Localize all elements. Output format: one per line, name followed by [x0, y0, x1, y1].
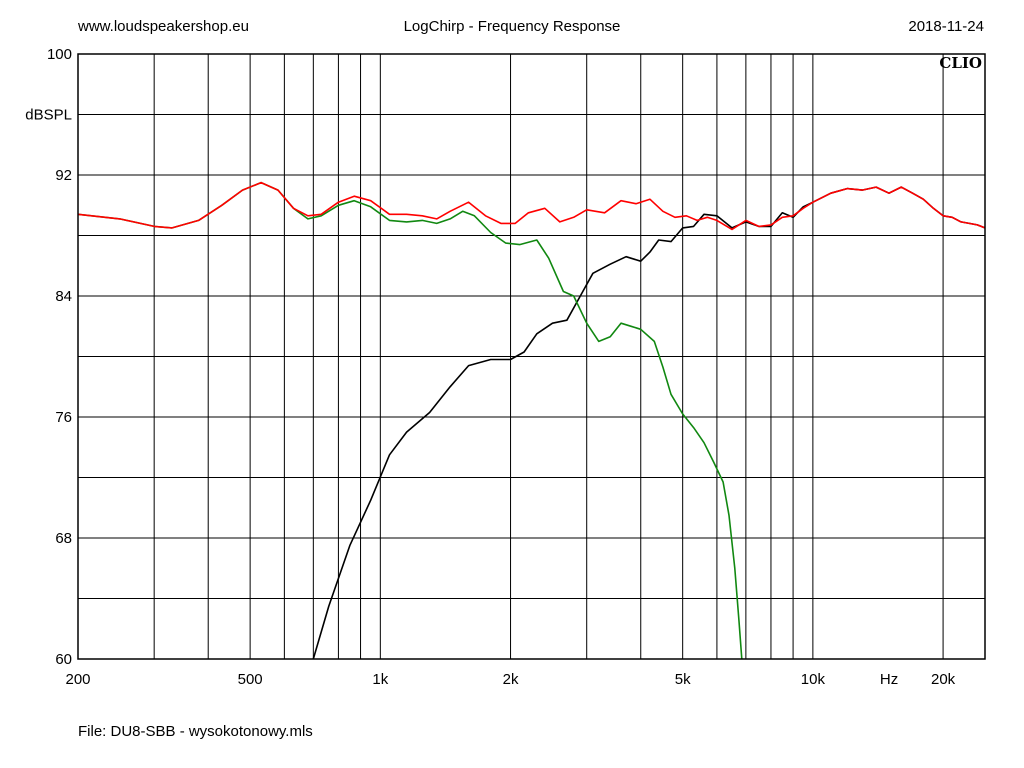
axis-labels: 60 68 76 84 92 100 200 500 1k 2k 5k 10k 20k dBSPL Hz CL… — [25, 46, 982, 688]
file-label: File: DU8-SBB - wysokotonowy.mls — [78, 723, 313, 740]
x-tick-label: 200 — [65, 671, 90, 688]
series-line-3 — [77, 181, 986, 231]
plot-frame — [77, 53, 986, 660]
x-tick-label: 10k — [801, 671, 826, 688]
grid — [77, 53, 985, 660]
x-unit-label: Hz — [880, 671, 898, 688]
chart-date: 2018-11-24 — [908, 18, 984, 35]
x-tick-label: 20k — [931, 671, 956, 688]
y-tick-label: 100 — [47, 46, 72, 63]
x-tick-label: 2k — [503, 671, 519, 688]
y-tick-label: 76 — [55, 409, 72, 426]
y-tick-label: 60 — [55, 651, 72, 668]
chart-title: LogChirp - Frequency Response — [403, 18, 621, 35]
y-tick-label: 92 — [55, 167, 72, 184]
y-tick-label: 84 — [55, 288, 72, 305]
series-line-2 — [77, 181, 743, 660]
clio-brand: CLIO — [939, 54, 982, 72]
x-tick-label: 5k — [675, 671, 691, 688]
site-url: www.loudspeakershop.eu — [78, 18, 249, 35]
series-layer — [77, 181, 986, 660]
series-line-1 — [312, 186, 986, 660]
y-tick-label: 68 — [55, 530, 72, 547]
y-axis-label: dBSPL — [25, 107, 72, 124]
x-tick-label: 500 — [238, 671, 263, 688]
x-tick-label: 1k — [372, 671, 388, 688]
